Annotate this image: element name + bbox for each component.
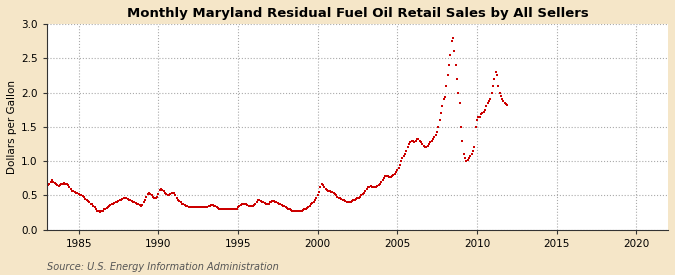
Y-axis label: Dollars per Gallon: Dollars per Gallon (7, 80, 17, 174)
Text: Source: U.S. Energy Information Administration: Source: U.S. Energy Information Administ… (47, 262, 279, 272)
Title: Monthly Maryland Residual Fuel Oil Retail Sales by All Sellers: Monthly Maryland Residual Fuel Oil Retai… (126, 7, 589, 20)
